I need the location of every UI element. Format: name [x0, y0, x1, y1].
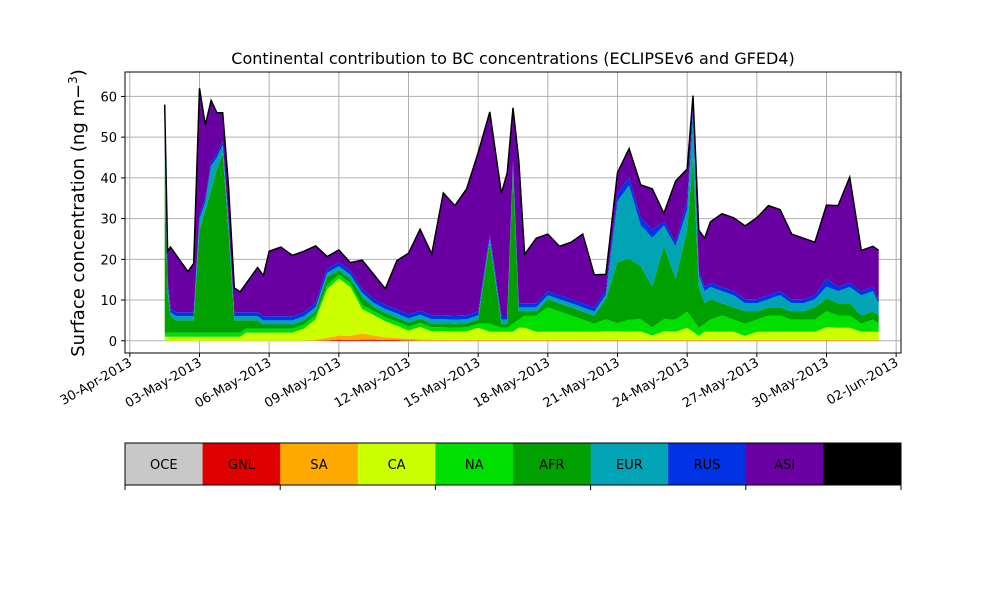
colorbar-swatch-eur: [590, 443, 669, 485]
total-line: [163, 88, 880, 293]
total-concentration-line: [163, 88, 880, 293]
y-tick-label: 0: [109, 335, 117, 350]
area-na: [164, 274, 879, 337]
area-gnl: [164, 339, 879, 341]
colorbar-label: AFR: [539, 458, 564, 473]
y-tick-label: 10: [100, 294, 117, 309]
y-tick-label: 30: [100, 213, 117, 228]
y-axis: 0 10 20 30 40 50 60: [100, 90, 125, 350]
y-tick-label: 40: [100, 172, 117, 187]
y-tick-label: 50: [100, 131, 117, 146]
area-rus: [164, 107, 879, 321]
plot-frame: [124, 71, 902, 354]
colorbar-label: ASI: [774, 458, 795, 473]
area-sa: [164, 333, 879, 341]
colorbar-swatch-ca: [357, 443, 436, 485]
colorbar-label: RUS: [694, 458, 721, 473]
colorbar-label: CA: [388, 458, 406, 473]
y-tick-label: 60: [100, 90, 117, 105]
colorbar-label: GNL: [228, 458, 256, 473]
colorbar-label: NA: [465, 458, 484, 473]
area-ca: [164, 278, 879, 341]
area-eur: [164, 116, 879, 325]
colorbar-swatch-gnl: [202, 443, 281, 485]
stacked-areas: [164, 88, 879, 341]
colorbar-swatch-aus: [823, 443, 902, 485]
y-tick-label: 20: [100, 253, 117, 268]
colorbar-swatch-sa: [280, 443, 359, 485]
area-afr: [164, 153, 879, 333]
colorbar-swatch-afr: [513, 443, 592, 485]
y-axis-label: Surface concentration (ng m−3): [66, 69, 89, 357]
colorbar-label: OCE: [150, 458, 178, 473]
colorbar-label: EUR: [616, 458, 643, 473]
area-asi: [164, 88, 879, 317]
colorbar-label: AUS: [849, 458, 876, 473]
chart-title: Continental contribution to BC concentra…: [231, 49, 794, 68]
colorbar-frame: [124, 442, 902, 486]
colorbar: OCE GNL SA CA NA AFR EUR RUS ASI AUS: [124, 442, 902, 490]
colorbar-swatch-na: [435, 443, 514, 485]
colorbar-swatch-asi: [745, 443, 824, 485]
colorbar-swatch-rus: [668, 443, 747, 485]
colorbar-label: SA: [310, 458, 327, 473]
colorbar-swatch-oce: [125, 443, 204, 485]
